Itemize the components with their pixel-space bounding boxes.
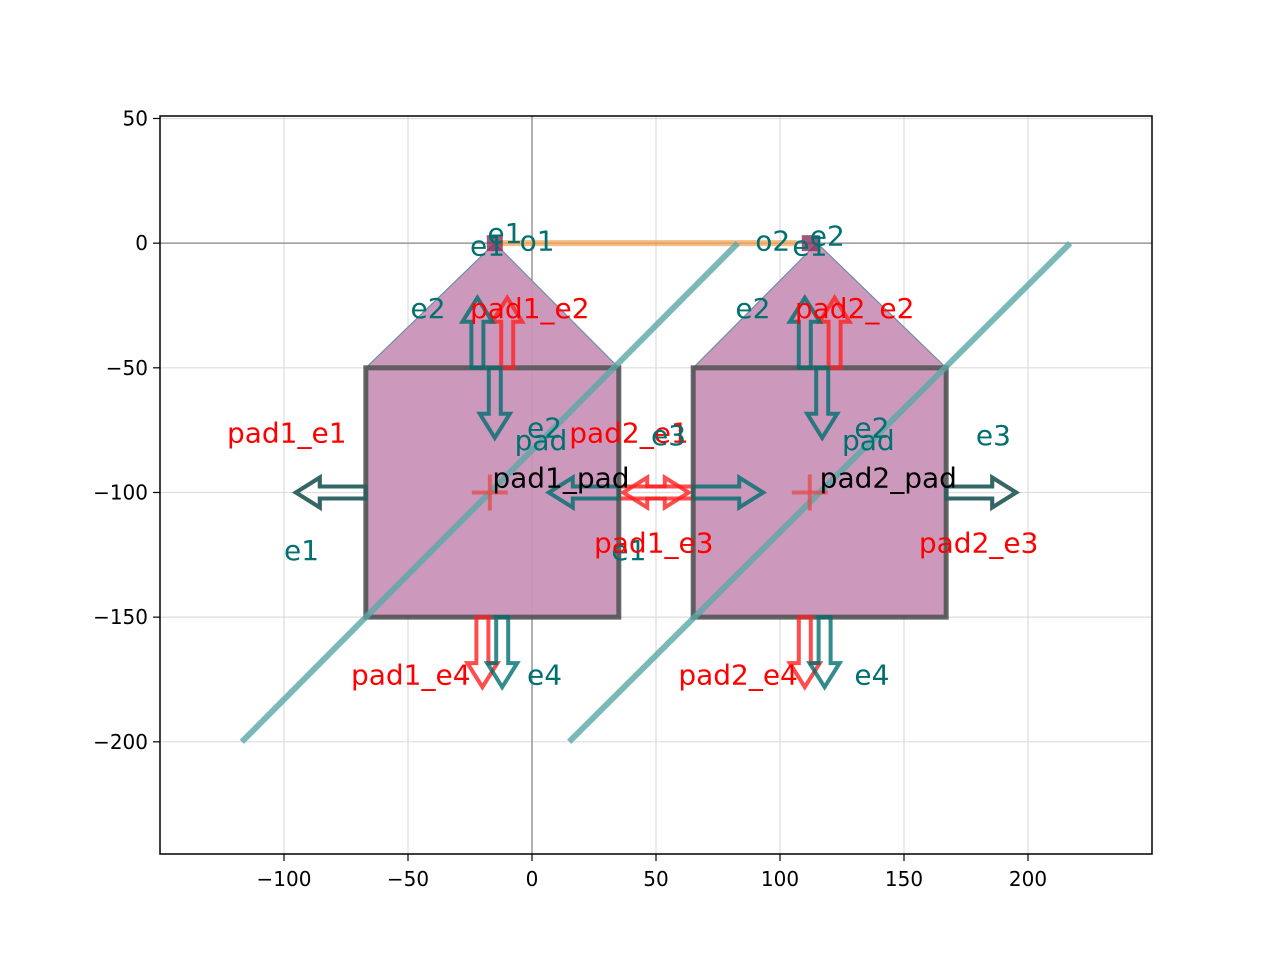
y-tick-label: −100	[93, 480, 148, 504]
port-label: e1	[284, 534, 319, 567]
port-label: o1	[520, 225, 555, 258]
port-arrow	[483, 615, 521, 691]
axis-ticks: −100 −50 0 50 100 150 200 50 0 −50 −100 −150 −200	[93, 106, 1047, 891]
x-tick-label: 100	[761, 867, 799, 891]
port-marker	[801, 235, 818, 252]
port-label: pad1_e4	[351, 658, 471, 691]
port-arrow	[463, 615, 502, 691]
port-arrow	[488, 294, 526, 370]
x-tick-label: −50	[387, 867, 429, 891]
x-tick-label: 50	[643, 867, 668, 891]
port-arrow	[476, 365, 514, 442]
port-label: e2	[527, 412, 562, 445]
port-marker	[486, 235, 503, 252]
port-label: pad2_e4	[678, 658, 798, 691]
port-label: pad2_pad	[820, 461, 957, 494]
port-label: e4	[854, 658, 889, 691]
port-label: pad2_e3	[919, 526, 1039, 559]
port-label: pad1_e2	[470, 292, 590, 325]
y-tick-label: 50	[123, 106, 148, 130]
port-arrow	[691, 473, 767, 512]
port-label: pad2_e1	[569, 417, 689, 450]
x-tick-label: 150	[885, 867, 923, 891]
y-tick-label: −150	[93, 605, 148, 629]
port-label: o2	[755, 225, 790, 258]
port-label: pad2_e2	[795, 292, 915, 325]
port-arrow	[786, 615, 824, 691]
port-label: e1	[792, 230, 827, 263]
port-arrow	[803, 365, 841, 442]
port-arrow	[805, 615, 844, 691]
port-arrow	[545, 473, 621, 512]
port-arrow	[292, 473, 368, 512]
x-tick-label: −100	[257, 867, 312, 891]
port-arrow	[944, 473, 1020, 512]
x-tick-label: 200	[1009, 867, 1047, 891]
y-tick-label: −200	[93, 730, 148, 754]
y-tick-label: 0	[135, 231, 148, 255]
port-arrow	[815, 294, 854, 370]
port-arrow	[619, 473, 696, 512]
port-label: e1	[487, 217, 522, 250]
port-label: e2	[735, 292, 770, 325]
port-label: pad1_pad	[492, 461, 629, 494]
port-label: pad1_e1	[227, 417, 347, 450]
port-label: pad1_e3	[594, 526, 714, 559]
port-label: e3	[651, 419, 686, 452]
port-arrow	[458, 294, 497, 370]
x-tick-label: 0	[526, 867, 539, 891]
port-label: e2	[410, 292, 445, 325]
port-label: e1	[470, 230, 505, 263]
port-label: e2	[854, 412, 889, 445]
y-tick-label: −50	[106, 356, 148, 380]
port-label: pad	[515, 424, 568, 457]
port-label: e4	[527, 658, 562, 691]
port-label: e2	[810, 220, 845, 253]
port-arrow	[786, 294, 824, 370]
port-label: e3	[976, 419, 1011, 452]
port-label: pad	[842, 424, 895, 457]
port-label: e1	[611, 534, 646, 567]
